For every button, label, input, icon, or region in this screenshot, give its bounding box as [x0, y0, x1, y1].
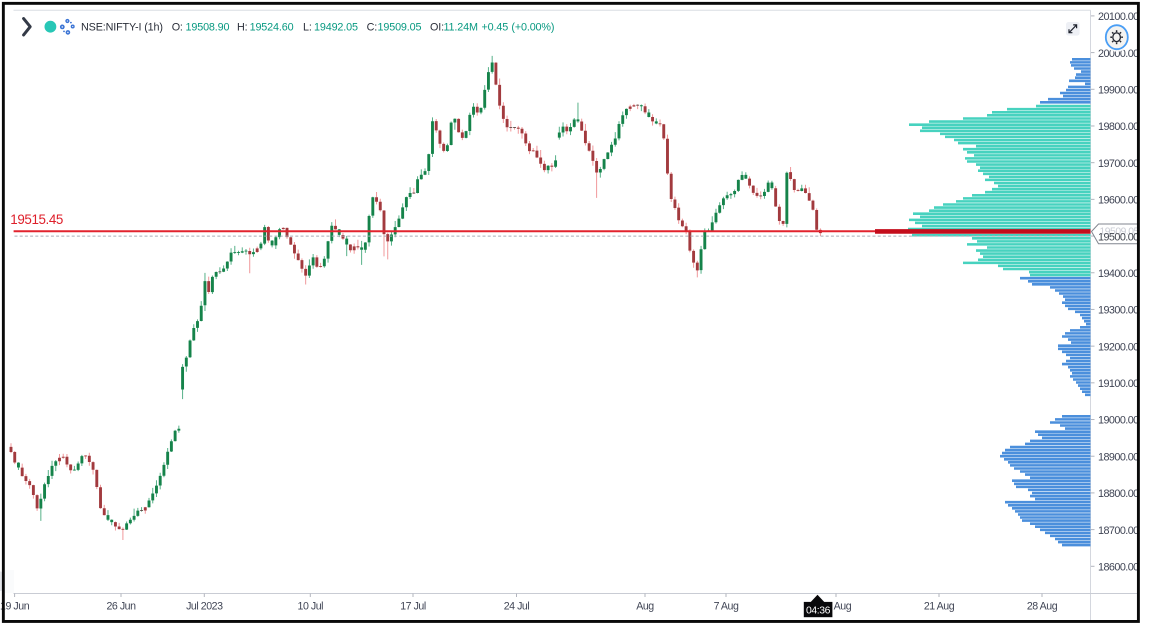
svg-text:O:: O:	[172, 22, 183, 34]
svg-text:19509.05: 19509.05	[378, 22, 422, 34]
svg-text:L:: L:	[303, 22, 312, 34]
svg-text:19700.00: 19700.00	[1098, 158, 1139, 170]
svg-text:19300.00: 19300.00	[1098, 305, 1139, 317]
svg-text:(+0.00%): (+0.00%)	[511, 22, 554, 34]
svg-text:18900.00: 18900.00	[1098, 451, 1139, 463]
svg-text:19100.00: 19100.00	[1098, 378, 1139, 390]
svg-text:OI:: OI:	[430, 22, 444, 34]
svg-text:19492.05: 19492.05	[314, 22, 358, 34]
svg-text:19524.60: 19524.60	[250, 22, 294, 34]
svg-text:20000.00: 20000.00	[1098, 48, 1139, 60]
svg-text:18800.00: 18800.00	[1098, 488, 1139, 500]
svg-text:+0.45: +0.45	[482, 22, 509, 34]
svg-text:10 Jul: 10 Jul	[298, 600, 324, 612]
svg-text:19508.90: 19508.90	[186, 22, 230, 34]
svg-text:18600.00: 18600.00	[1098, 562, 1139, 574]
svg-text:19 Jun: 19 Jun	[0, 600, 30, 612]
svg-text:19600.00: 19600.00	[1098, 195, 1139, 207]
svg-text:19515.45: 19515.45	[10, 212, 63, 227]
svg-text:C:: C:	[367, 22, 378, 34]
svg-text:19500.00: 19500.00	[1098, 231, 1139, 243]
svg-text:Jul 2023: Jul 2023	[186, 600, 223, 612]
svg-text:Aug: Aug	[636, 600, 654, 612]
svg-text:28 Aug: 28 Aug	[1027, 600, 1058, 612]
svg-text:19200.00: 19200.00	[1098, 341, 1139, 353]
svg-text:19800.00: 19800.00	[1098, 121, 1139, 133]
svg-text:24 Jul: 24 Jul	[504, 600, 530, 612]
svg-text:19900.00: 19900.00	[1098, 84, 1139, 96]
svg-text:21 Aug: 21 Aug	[924, 600, 955, 612]
svg-text:7 Aug: 7 Aug	[714, 600, 739, 612]
svg-text:26 Jun: 26 Jun	[106, 600, 136, 612]
svg-text:H:: H:	[237, 22, 248, 34]
svg-text:04:36: 04:36	[806, 606, 831, 617]
svg-text:19000.00: 19000.00	[1098, 415, 1139, 427]
svg-text:11.24M: 11.24M	[444, 22, 478, 34]
svg-text:20100.00: 20100.00	[1098, 11, 1139, 23]
svg-text:17 Jul: 17 Jul	[400, 600, 426, 612]
svg-text:19509.05: 19509.05	[1100, 227, 1140, 238]
svg-text:19400.00: 19400.00	[1098, 268, 1139, 280]
svg-text:18700.00: 18700.00	[1098, 525, 1139, 537]
svg-text:NSE:NIFTY-I (1h): NSE:NIFTY-I (1h)	[81, 22, 163, 34]
